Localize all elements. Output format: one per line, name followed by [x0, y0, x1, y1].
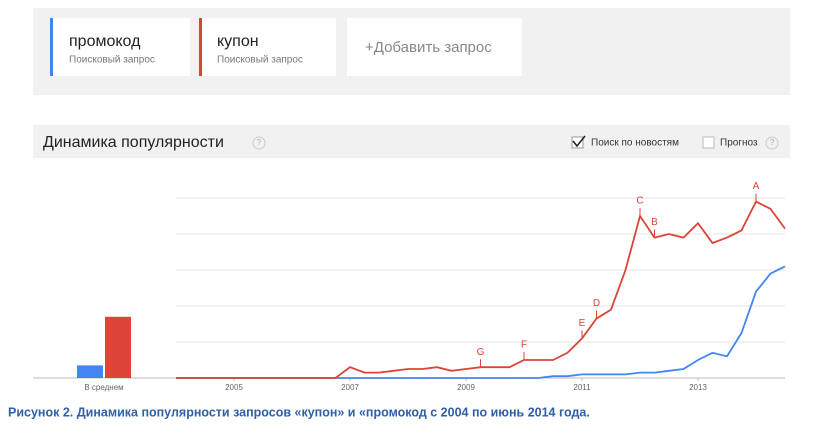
section-header — [33, 125, 790, 158]
x-tick-label: 2007 — [341, 383, 359, 392]
query-color — [199, 18, 202, 76]
annotation-label: A — [753, 181, 760, 192]
average-bar — [77, 365, 103, 378]
annotation-label: D — [593, 298, 600, 309]
query-term: промокод — [69, 33, 141, 50]
news-label: Поиск по новостям — [591, 138, 679, 149]
annotation-label: E — [579, 318, 586, 329]
query-sublabel: Поисковый запрос — [69, 55, 155, 66]
query-color — [50, 18, 53, 76]
chart: 2005 2007 2009 2011 2013 В среднем G F ED CB A — [33, 181, 786, 392]
annotation-label: C — [636, 196, 643, 207]
average-bar — [105, 316, 131, 378]
query-term: купон — [217, 33, 259, 50]
annotation-label: F — [521, 340, 527, 351]
query-sublabel: Поисковый запрос — [217, 55, 303, 66]
add-query-label: +Добавить запрос — [365, 39, 492, 56]
forecast-label: Прогноз — [720, 138, 758, 149]
query-card[interactable] — [50, 18, 190, 76]
news-checkbox[interactable] — [571, 136, 584, 149]
help-text: ? — [770, 138, 775, 147]
annotation-label: B — [651, 217, 658, 228]
forecast-checkbox[interactable] — [702, 136, 715, 149]
x-tick-label: 2011 — [573, 383, 591, 392]
x-tick-label: 2005 — [225, 383, 243, 392]
annotation-label: G — [477, 347, 485, 358]
average-label: В среднем — [84, 383, 123, 392]
x-tick-label: 2009 — [457, 383, 475, 392]
query-card[interactable] — [199, 18, 336, 76]
add-query-button[interactable] — [347, 18, 522, 76]
help-text: ? — [257, 138, 262, 147]
checkmark — [572, 135, 586, 148]
section-title: Динамика популярности — [43, 134, 224, 151]
help-icon[interactable] — [765, 136, 779, 150]
x-tick-label: 2013 — [689, 383, 707, 392]
caption: Рисунок 2. Динамика популярности запросо… — [8, 405, 590, 419]
help-icon[interactable] — [252, 136, 266, 150]
